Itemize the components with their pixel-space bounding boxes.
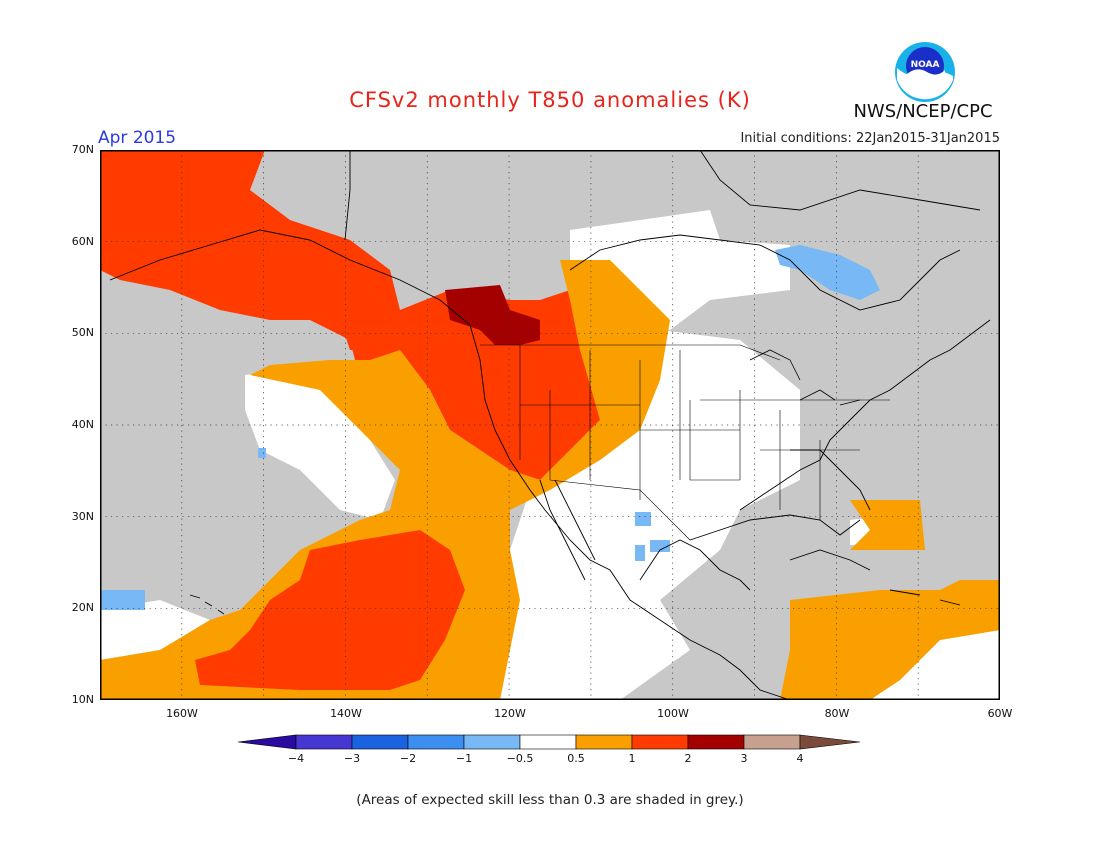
region-caribbean-orange xyxy=(780,500,1000,700)
colorbar-label-3: 3 xyxy=(740,752,748,765)
colorbar-seg-1-2 xyxy=(631,734,689,750)
lon-label-140w: 140W xyxy=(330,707,362,720)
colorbar-seg-minus05-05 xyxy=(519,734,577,750)
region-blue-patch-4 xyxy=(100,590,145,610)
forecast-month-label: Apr 2015 xyxy=(98,128,177,148)
region-blue-patch-3 xyxy=(635,545,645,561)
noaa-logo-text: NOAA xyxy=(911,60,940,70)
lat-label-30n: 30N xyxy=(71,510,94,523)
graticule xyxy=(100,150,1000,700)
region-pacific-white xyxy=(245,370,395,520)
political-boundaries xyxy=(480,344,890,541)
map-frame xyxy=(100,150,1000,700)
lon-label-100w: 100W xyxy=(657,707,689,720)
region-southwest-white xyxy=(100,600,210,660)
lat-label-20n: 20N xyxy=(71,601,94,614)
colorbar-label-4: 4 xyxy=(796,752,804,765)
colorbar-seg-lt-minus4 xyxy=(238,734,297,750)
colorbar-seg-05-1 xyxy=(575,734,633,750)
lat-label-10n: 10N xyxy=(71,693,94,706)
lon-label-160w: 160W xyxy=(166,707,198,720)
colorbar-label-1: 1 xyxy=(628,752,636,765)
lat-label-70n: 70N xyxy=(71,143,94,156)
colorbar-label-minus1: −1 xyxy=(455,752,473,765)
region-blue-patch-2 xyxy=(650,540,670,552)
colorbar-label-minus2: −2 xyxy=(399,752,417,765)
initial-conditions-label: Initial conditions: 22Jan2015-31Jan2015 xyxy=(740,131,1000,146)
region-blue-patch-5 xyxy=(258,448,266,458)
color-bar xyxy=(238,734,861,750)
anomaly-map xyxy=(100,150,1000,700)
lon-label-60w: 60W xyxy=(987,707,1013,720)
region-hudson-blue xyxy=(775,245,880,300)
colorbar-seg-minus3-minus2 xyxy=(351,734,409,750)
coastline-caribbean xyxy=(789,549,961,606)
colorbar-seg-2-3 xyxy=(687,734,745,750)
colorbar-label-05: 0.5 xyxy=(567,752,585,765)
lon-label-80w: 80W xyxy=(824,707,850,720)
colorbar-seg-3-4 xyxy=(743,734,801,750)
skill-footnote: (Areas of expected skill less than 0.3 a… xyxy=(356,792,744,808)
region-southeast-white xyxy=(850,515,1000,700)
colorbar-label-minus3: −3 xyxy=(343,752,361,765)
agency-label: NWS/NCEP/CPC xyxy=(853,101,993,122)
great-lakes xyxy=(749,349,861,406)
colorbar-seg-gt-4 xyxy=(799,734,861,750)
colorbar-label-minus05: −0.5 xyxy=(506,752,534,765)
lat-label-40n: 40N xyxy=(71,418,94,431)
lat-label-60n: 60N xyxy=(71,235,94,248)
colorbar-seg-minus1-minus05 xyxy=(463,734,521,750)
colorbar-seg-minus2-minus1 xyxy=(407,734,465,750)
lon-label-120w: 120W xyxy=(494,707,526,720)
noaa-logo: NOAA xyxy=(895,42,955,102)
colorbar-label-2: 2 xyxy=(684,752,692,765)
region-pacific-red xyxy=(195,530,465,690)
hawaii-islands xyxy=(189,594,225,615)
region-blue-patch-1 xyxy=(635,512,651,526)
lat-label-50n: 50N xyxy=(71,326,94,339)
coastline-baja xyxy=(539,479,596,581)
region-alaska-red xyxy=(100,150,420,390)
map-title: CFSv2 monthly T850 anomalies (K) xyxy=(349,88,751,112)
colorbar-label-minus4: −4 xyxy=(287,752,305,765)
colorbar-seg-minus4-minus3 xyxy=(295,734,353,750)
region-pnw-darkred xyxy=(445,285,540,345)
